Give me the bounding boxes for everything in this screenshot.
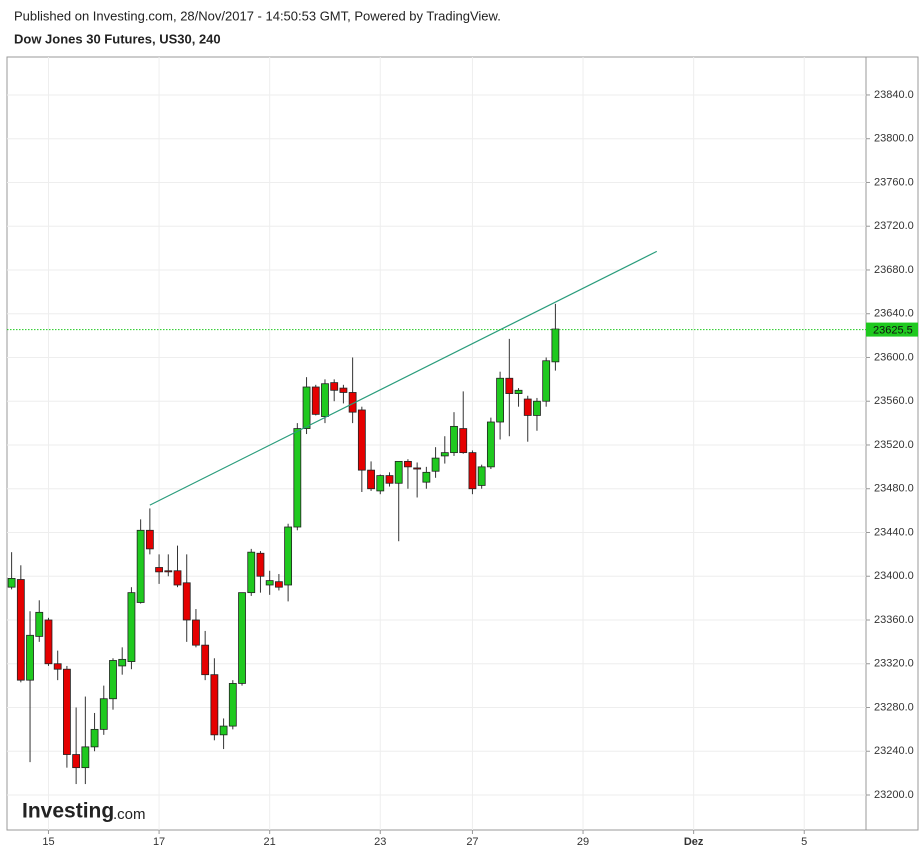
y-tick-label: 23440.0 [874, 526, 914, 538]
candle-body [367, 469, 375, 490]
candle-body [118, 658, 127, 667]
trend-line [149, 250, 658, 506]
x-tick-label: 23 [374, 836, 386, 848]
candle-body [35, 611, 44, 637]
x-tick-label: Dez [684, 836, 704, 848]
y-tick-label: 23640.0 [874, 308, 914, 320]
candle-body [7, 578, 16, 588]
candle-body [330, 382, 339, 391]
candle-body [459, 428, 468, 454]
candle-body [542, 360, 551, 402]
y-tick-label: 23320.0 [874, 658, 914, 670]
candle-body [72, 754, 81, 769]
candle-body [357, 409, 366, 471]
candle-body [486, 421, 495, 468]
candle-body [26, 634, 34, 681]
candle-body [523, 398, 532, 416]
candle-body [210, 674, 219, 736]
candle-body [422, 471, 431, 483]
y-tick-label: 23200.0 [874, 789, 914, 801]
candle-body [339, 387, 348, 393]
candle-body [155, 567, 163, 573]
y-tick-label: 23400.0 [874, 570, 914, 582]
y-tick-label: 23480.0 [874, 483, 914, 495]
candle-body [44, 619, 53, 665]
y-tick-label: 23520.0 [874, 439, 914, 451]
y-tick-label: 23360.0 [874, 614, 914, 626]
candle-body [450, 425, 458, 454]
candle-body [182, 582, 191, 621]
last-price-label: 23625.5 [873, 324, 913, 336]
candle-body [145, 529, 154, 550]
y-tick-label: 23680.0 [874, 264, 914, 276]
candle-body [127, 592, 136, 662]
x-tick-label: 15 [42, 836, 54, 848]
symbol-title: Dow Jones 30 Futures, US30, 240 [14, 31, 221, 46]
candle-body [385, 475, 394, 484]
candle-body [81, 746, 90, 769]
candle-body [238, 592, 246, 684]
candle-body [136, 529, 145, 603]
last-price-box [866, 322, 918, 337]
candle-body [514, 389, 523, 394]
candle-body [394, 460, 403, 484]
y-tick-label: 23720.0 [874, 220, 914, 232]
candle-body [228, 683, 237, 727]
y-tick-label: 23800.0 [874, 133, 914, 145]
y-tick-label: 23600.0 [874, 351, 914, 363]
candle-body [164, 570, 173, 573]
candle-body [302, 386, 311, 429]
candle-body [496, 377, 504, 423]
candle-body [533, 400, 541, 416]
candle-body [53, 663, 62, 670]
candle-body [256, 552, 265, 577]
watermark-brand: Investing [22, 800, 114, 823]
candle-body [16, 579, 25, 681]
candle-body [477, 466, 486, 486]
watermark-suffix: .com [113, 806, 146, 823]
x-tick-label: 29 [577, 836, 589, 848]
y-tick-label: 23840.0 [874, 89, 914, 101]
x-tick-label: 17 [153, 836, 165, 848]
candle-body [173, 570, 182, 586]
candle-body [63, 668, 71, 755]
candle-body [404, 460, 412, 468]
y-tick-label: 23240.0 [874, 745, 914, 757]
candle-body [90, 728, 99, 748]
candle-body [284, 526, 293, 586]
candle-body [505, 377, 514, 394]
candle-body [321, 383, 329, 417]
published-note: Published on Investing.com, 28/Nov/2017 … [14, 8, 501, 23]
candle-body [247, 551, 256, 594]
candle-body [293, 428, 302, 528]
candle-body [192, 619, 200, 646]
candle-body [468, 452, 477, 490]
plot-frame [6, 56, 919, 831]
candle-body [109, 660, 117, 700]
candle-body [201, 644, 210, 676]
candle-body [440, 452, 449, 457]
candle-body [99, 698, 108, 730]
candle-body [265, 580, 274, 586]
candle-body [413, 467, 422, 470]
candle-body [311, 386, 320, 415]
candle-body [274, 581, 283, 588]
candle-body [551, 328, 560, 363]
y-tick-label: 23760.0 [874, 176, 914, 188]
candle-body [376, 475, 385, 492]
x-tick-label: 27 [466, 836, 478, 848]
x-tick-label: 5 [801, 836, 807, 848]
y-tick-label: 23280.0 [874, 701, 914, 713]
candle-body [431, 457, 440, 472]
x-tick-label: 21 [264, 836, 276, 848]
y-tick-label: 23560.0 [874, 395, 914, 407]
candle-body [219, 725, 228, 736]
